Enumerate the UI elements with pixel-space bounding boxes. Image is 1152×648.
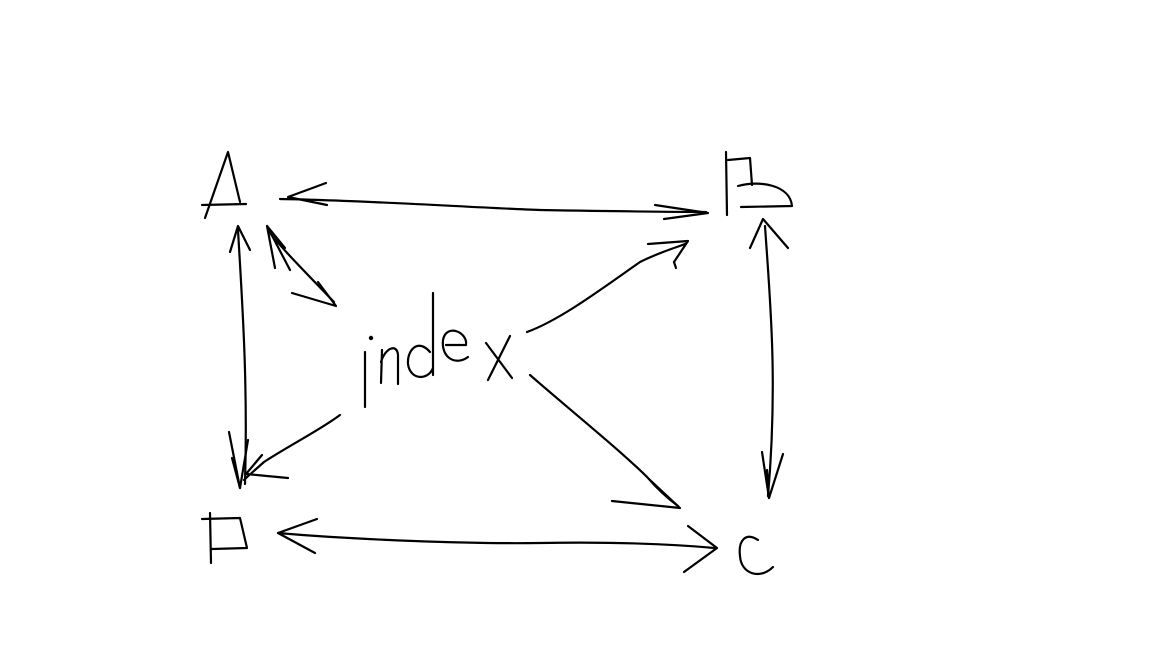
node-b: B [724, 150, 794, 217]
edge-d-c [276, 517, 719, 574]
node-a: A [200, 150, 248, 220]
edge-a-b [278, 181, 710, 221]
node-c: C [738, 535, 775, 576]
edge-index-c [528, 373, 682, 510]
edge-index-b [525, 239, 690, 334]
edge-b-c [748, 217, 790, 500]
node-index: index [363, 291, 514, 409]
edge-a-d [227, 224, 252, 490]
node-d: D [200, 511, 249, 565]
edge-index-a [265, 224, 338, 308]
edge-index-d [242, 413, 342, 482]
